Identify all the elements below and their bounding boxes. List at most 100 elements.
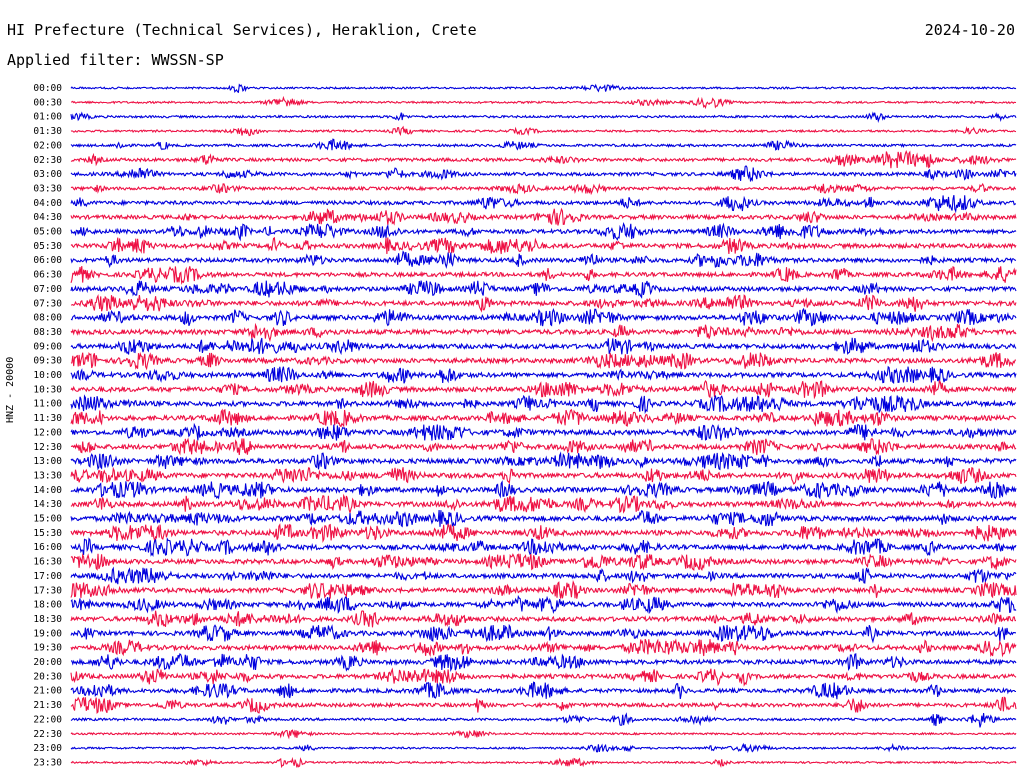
time-labels: 00:00 00:30 01:00 01:30 02:00 02:30 03:00 03:30… [33, 83, 62, 768]
time-label: 14:30 [33, 499, 62, 510]
trace-line [70, 451, 1017, 471]
trace-line [70, 351, 1017, 371]
trace-line [70, 437, 1017, 456]
trace-line [70, 523, 1017, 543]
trace-line [70, 566, 1017, 585]
time-label: 15:00 [33, 514, 62, 525]
trace-line [70, 408, 1017, 428]
trace-line [71, 95, 1017, 110]
time-label: 04:30 [33, 212, 62, 223]
trace-line [70, 553, 1017, 571]
time-label: 06:00 [33, 255, 62, 266]
trace-line [70, 422, 1017, 441]
trace-line [70, 493, 1017, 515]
time-label: 18:00 [33, 600, 62, 611]
trace-line [70, 149, 1017, 169]
time-label: 21:00 [33, 686, 62, 697]
time-label: 08:00 [33, 313, 62, 324]
trace-line [70, 537, 1017, 557]
trace-line [70, 138, 1017, 151]
trace-line [70, 509, 1017, 528]
trace-line [70, 307, 1017, 327]
time-label: 07:00 [33, 284, 62, 295]
trace-line [70, 207, 1017, 226]
time-label: 12:00 [33, 427, 62, 438]
time-label: 02:30 [33, 155, 62, 166]
seismic-traces [70, 83, 1017, 769]
time-label: 03:00 [33, 169, 62, 180]
time-label: 16:00 [33, 542, 62, 553]
trace-line [70, 337, 1017, 356]
time-label: 10:30 [33, 384, 62, 395]
time-label: 19:00 [33, 628, 62, 639]
time-label: 15:30 [33, 528, 62, 539]
trace-line [70, 580, 1017, 599]
time-label: 22:00 [33, 714, 62, 725]
time-label: 18:30 [33, 614, 62, 625]
trace-line [70, 594, 1017, 615]
trace-line [70, 667, 1017, 687]
time-label: 00:00 [33, 83, 62, 94]
trace-line [70, 394, 1017, 415]
trace-line [70, 756, 1017, 769]
trace-line [70, 466, 1017, 485]
trace-line [70, 280, 1017, 299]
time-label: 04:00 [33, 198, 62, 209]
trace-line [70, 125, 1017, 137]
trace-line [70, 696, 1017, 715]
trace-line [70, 322, 1017, 343]
trace-line [70, 266, 1017, 285]
trace-line [70, 742, 1017, 754]
time-label: 10:00 [33, 370, 62, 381]
time-label: 20:30 [33, 671, 62, 682]
trace-line [70, 638, 1017, 658]
channel-label: HNZ - 20000 [5, 356, 16, 423]
trace-line [71, 653, 1017, 673]
trace-line [70, 623, 1016, 644]
trace-line [70, 379, 1017, 400]
time-label: 23:30 [33, 757, 62, 768]
time-label: 23:00 [33, 743, 62, 754]
filter-label: Applied filter: WWSSN-SP [7, 51, 224, 69]
trace-line [70, 194, 1016, 214]
time-label: 02:00 [33, 140, 62, 151]
trace-line [70, 729, 1017, 740]
trace-line [70, 111, 1017, 124]
time-label: 19:30 [33, 643, 62, 654]
trace-line [70, 236, 1017, 255]
time-label: 14:00 [33, 485, 62, 496]
time-label: 01:00 [33, 112, 62, 123]
station-title: HI Prefecture (Technical Services), Hera… [7, 21, 477, 39]
time-label: 01:30 [33, 126, 62, 137]
time-label: 00:30 [33, 97, 62, 108]
trace-line [70, 610, 1016, 628]
time-label: 05:00 [33, 227, 62, 238]
time-label: 11:30 [33, 413, 62, 424]
time-label: 13:30 [33, 470, 62, 481]
trace-line [70, 250, 1017, 270]
trace-line [70, 294, 1017, 313]
trace-line [70, 222, 1017, 242]
date-label: 2024-10-20 [924, 21, 1015, 39]
time-label: 06:30 [33, 270, 62, 281]
time-label: 17:00 [33, 571, 62, 582]
time-label: 03:30 [33, 183, 62, 194]
time-label: 12:30 [33, 442, 62, 453]
trace-line [70, 681, 1016, 700]
time-label: 13:00 [33, 456, 62, 467]
trace-line [70, 712, 1017, 728]
filter-prefix: Applied filter: [7, 51, 143, 69]
time-label: 09:30 [33, 356, 62, 367]
time-label: 05:30 [33, 241, 62, 252]
time-label: 07:30 [33, 298, 62, 309]
time-label: 21:30 [33, 700, 62, 711]
trace-line [70, 480, 1017, 500]
time-label: 16:30 [33, 557, 62, 568]
time-label: 08:30 [33, 327, 62, 338]
trace-line [70, 182, 1017, 196]
time-label: 22:30 [33, 729, 62, 740]
time-label: 17:30 [33, 585, 62, 596]
time-label: 09:00 [33, 341, 62, 352]
trace-line [70, 83, 1017, 94]
